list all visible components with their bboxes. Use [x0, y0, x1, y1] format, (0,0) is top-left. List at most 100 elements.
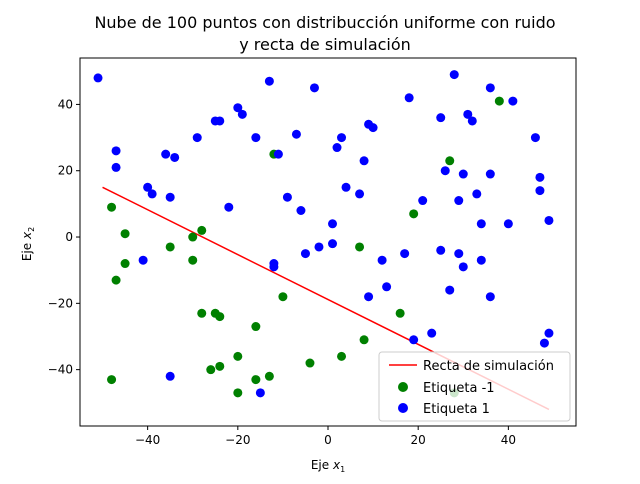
point-etiqueta-pos	[382, 282, 392, 292]
point-etiqueta-pos	[224, 202, 234, 212]
y-tick-label: 20	[58, 164, 73, 178]
legend-label-line: Recta de simulación	[423, 359, 554, 374]
x-tick-label: −20	[225, 433, 250, 447]
point-etiqueta-pos	[264, 76, 274, 86]
point-etiqueta-pos	[355, 189, 365, 199]
point-etiqueta-neg	[111, 275, 121, 285]
point-etiqueta-pos	[449, 70, 459, 80]
legend-box	[378, 351, 571, 422]
point-etiqueta-neg	[445, 156, 455, 166]
legend: Recta de simulación Etiqueta -1 Etiqueta…	[378, 351, 571, 422]
point-etiqueta-neg	[215, 361, 225, 371]
point-etiqueta-neg	[120, 259, 130, 269]
point-etiqueta-pos	[147, 189, 157, 199]
point-etiqueta-pos	[535, 186, 545, 196]
point-etiqueta-pos	[341, 182, 351, 192]
point-etiqueta-neg	[233, 351, 243, 361]
point-etiqueta-pos	[544, 328, 554, 338]
point-etiqueta-neg	[233, 388, 243, 398]
point-etiqueta-neg	[409, 209, 419, 219]
point-etiqueta-pos	[539, 338, 549, 348]
point-etiqueta-pos	[143, 182, 153, 192]
point-etiqueta-pos	[237, 109, 247, 119]
point-etiqueta-pos	[359, 156, 369, 166]
x-axis-label: Eje x1	[311, 458, 345, 474]
point-etiqueta-pos	[377, 255, 387, 265]
plot-area	[79, 57, 577, 427]
point-etiqueta-neg	[197, 225, 207, 235]
y-axis-ticks: −40 −20 0 20 40	[48, 97, 80, 377]
chart-title-line-2: y recta de simulación	[239, 35, 411, 54]
point-etiqueta-neg	[120, 229, 130, 239]
point-etiqueta-pos	[273, 149, 283, 159]
point-etiqueta-neg	[215, 312, 225, 322]
point-etiqueta-pos	[328, 219, 338, 229]
point-etiqueta-neg	[305, 358, 315, 368]
point-etiqueta-pos	[476, 219, 486, 229]
point-etiqueta-pos	[300, 249, 310, 259]
legend-marker-neg	[398, 382, 408, 392]
y-tick-label: −40	[48, 363, 73, 377]
point-etiqueta-pos	[165, 371, 175, 381]
point-etiqueta-pos	[418, 196, 428, 206]
point-etiqueta-pos	[309, 83, 319, 93]
point-etiqueta-neg	[165, 242, 175, 252]
point-etiqueta-pos	[458, 262, 468, 272]
point-etiqueta-pos	[337, 133, 347, 143]
point-etiqueta-neg	[337, 351, 347, 361]
point-etiqueta-pos	[463, 109, 473, 119]
point-etiqueta-pos	[535, 172, 545, 182]
point-etiqueta-pos	[485, 292, 495, 302]
x-tick-label: 0	[324, 433, 332, 447]
point-etiqueta-pos	[544, 215, 554, 225]
point-etiqueta-neg	[107, 375, 117, 385]
point-etiqueta-pos	[233, 103, 243, 113]
point-etiqueta-pos	[291, 129, 301, 139]
point-etiqueta-pos	[296, 206, 306, 216]
point-etiqueta-pos	[138, 255, 148, 265]
y-axis-label: Eje x2	[20, 227, 36, 261]
point-etiqueta-pos	[485, 83, 495, 93]
point-etiqueta-pos	[436, 245, 446, 255]
point-etiqueta-pos	[215, 116, 225, 126]
point-etiqueta-pos	[251, 133, 261, 143]
point-etiqueta-pos	[161, 149, 171, 159]
y-tick-label: 0	[65, 230, 73, 244]
point-etiqueta-pos	[364, 292, 374, 302]
x-axis-ticks: −40 −20 0 20 40	[135, 426, 516, 447]
point-etiqueta-pos	[111, 162, 121, 172]
point-etiqueta-pos	[472, 189, 482, 199]
point-etiqueta-pos	[454, 196, 464, 206]
point-etiqueta-pos	[427, 328, 437, 338]
point-etiqueta-pos	[530, 133, 540, 143]
point-etiqueta-pos	[503, 219, 513, 229]
point-etiqueta-pos	[404, 93, 414, 103]
point-etiqueta-pos	[170, 152, 180, 162]
point-etiqueta-neg	[197, 308, 207, 318]
point-etiqueta-pos	[255, 388, 265, 398]
point-etiqueta-pos	[192, 133, 202, 143]
point-etiqueta-pos	[282, 192, 292, 202]
point-etiqueta-pos	[332, 143, 342, 153]
point-etiqueta-pos	[328, 239, 338, 249]
point-etiqueta-pos	[93, 73, 103, 83]
y-tick-label: −20	[48, 296, 73, 310]
point-etiqueta-pos	[440, 166, 450, 176]
point-etiqueta-neg	[188, 232, 198, 242]
point-etiqueta-pos	[485, 169, 495, 179]
point-etiqueta-neg	[107, 202, 117, 212]
point-etiqueta-pos	[454, 249, 464, 259]
point-etiqueta-pos	[458, 169, 468, 179]
x-tick-label: −40	[135, 433, 160, 447]
point-etiqueta-pos	[165, 192, 175, 202]
point-etiqueta-pos	[409, 335, 419, 345]
point-etiqueta-pos	[400, 249, 410, 259]
point-etiqueta-pos	[436, 113, 446, 123]
legend-label-neg: Etiqueta -1	[423, 381, 495, 396]
point-etiqueta-neg	[188, 255, 198, 265]
chart-title-line-1: Nube de 100 puntos con distribucción uni…	[94, 13, 555, 32]
point-etiqueta-neg	[206, 365, 216, 375]
point-etiqueta-pos	[314, 242, 324, 252]
point-etiqueta-neg	[359, 335, 369, 345]
